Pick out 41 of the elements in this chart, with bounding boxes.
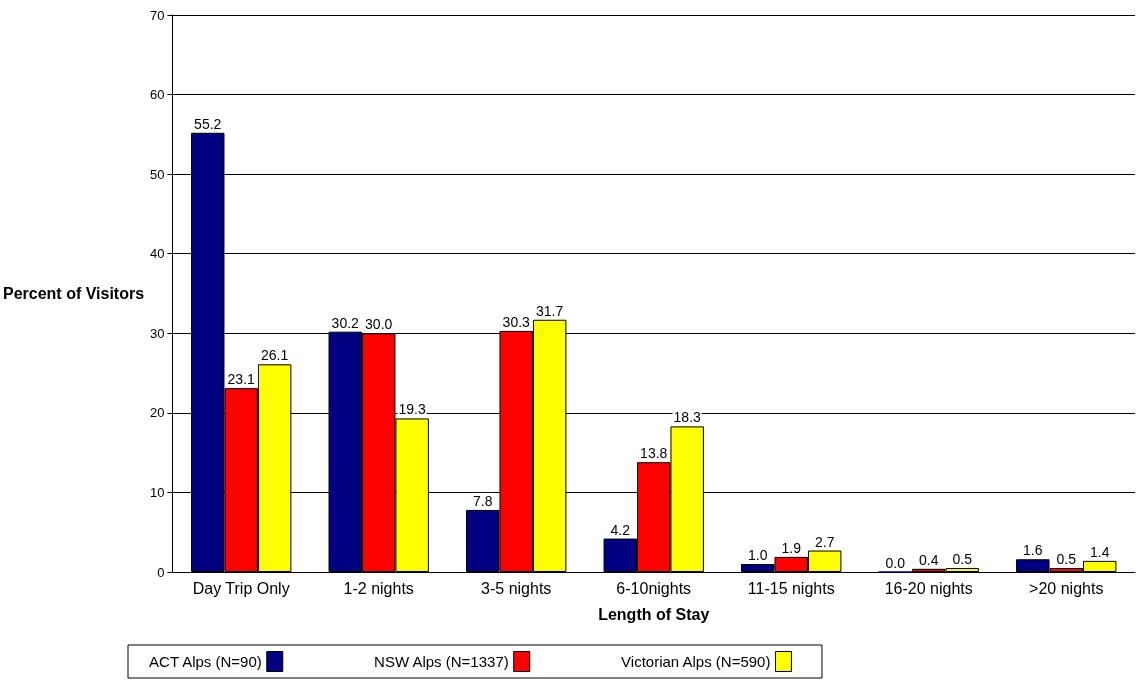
data-label: 2.7	[814, 533, 835, 550]
data-label: 26.1	[261, 347, 289, 364]
data-label: 55.2	[194, 115, 222, 132]
data-label: 23.1	[227, 371, 256, 388]
data-label: 1.6	[1023, 542, 1043, 559]
data-label: 1.0	[748, 547, 768, 564]
y-tick-label: 10	[149, 484, 165, 500]
y-tick-label: 60	[149, 87, 165, 103]
data-label: 7.8	[473, 492, 493, 509]
y-tick-label: 20	[149, 405, 165, 421]
data-label: 4.2	[610, 521, 631, 538]
data-label: 30.0	[365, 316, 393, 333]
y-tick-label: 70	[149, 7, 165, 23]
data-label: 13.8	[640, 445, 668, 462]
y-axis-title: Percent of Visitors	[3, 285, 145, 302]
data-label: 19.3	[398, 401, 426, 418]
data-label: 0.5	[1056, 551, 1077, 568]
data-label: 1.4	[1089, 543, 1110, 560]
x-tick-label: 1-2 nights	[343, 579, 414, 597]
x-tick-label: 6-10nights	[616, 579, 692, 597]
data-label: 0.5	[952, 551, 973, 568]
data-label: 18.3	[673, 409, 702, 426]
x-tick-label: >20 nights	[1029, 579, 1104, 597]
data-label: 30.3	[502, 313, 531, 330]
data-label: 1.9	[781, 539, 802, 556]
x-tick-label: 11-15 nights	[747, 579, 835, 597]
data-label: 30.2	[331, 314, 360, 331]
legend-label: Victorian Alps (N=590)	[621, 653, 771, 670]
x-tick-label: Day Trip Only	[192, 579, 290, 597]
data-label: 0.4	[919, 551, 939, 568]
y-tick-label: 50	[149, 166, 165, 182]
data-label: 0.0	[885, 554, 906, 571]
y-tick-label: 40	[149, 246, 165, 262]
legend-label: NSW Alps (N=1337)	[374, 653, 509, 670]
legend-label: ACT Alps (N=90)	[149, 653, 262, 670]
x-axis-title: Length of Stay	[598, 605, 710, 623]
x-tick-label: 16-20 nights	[884, 579, 973, 597]
y-tick-label: 30	[149, 325, 165, 341]
data-label: 31.7	[536, 302, 564, 319]
x-tick-label: 3-5 nights	[481, 579, 552, 597]
y-tick-label: 0	[157, 564, 165, 580]
